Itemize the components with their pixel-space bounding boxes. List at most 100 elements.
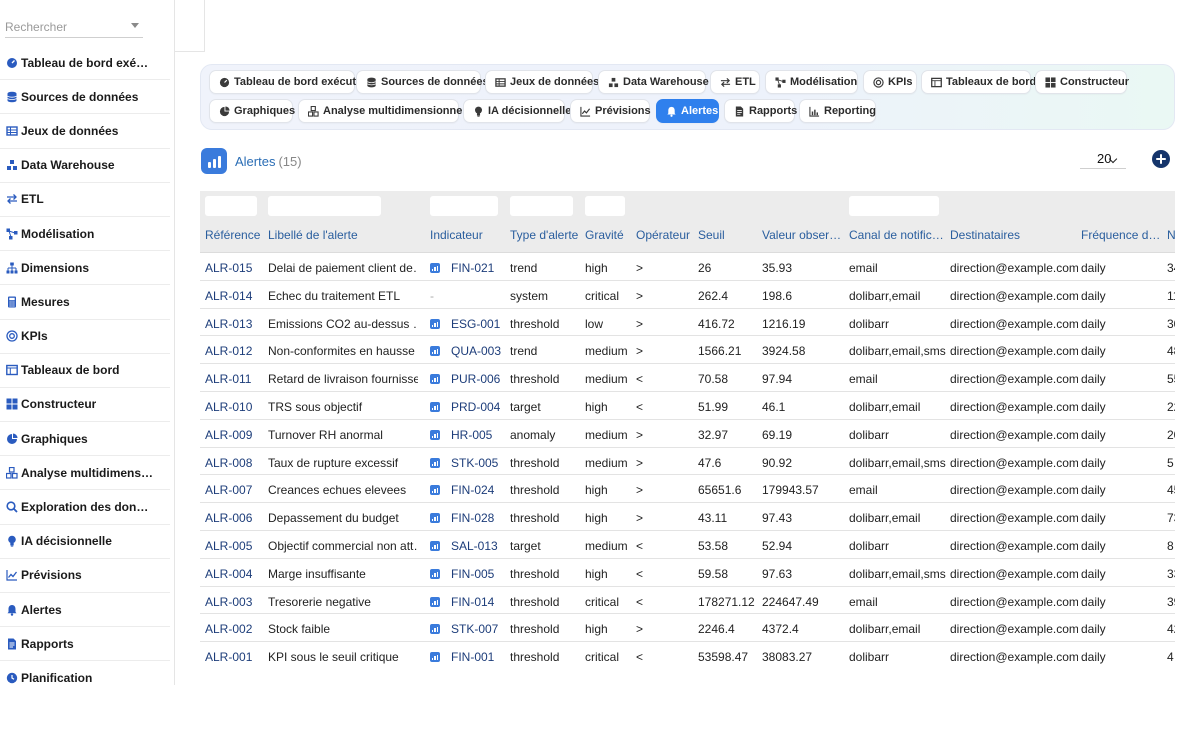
add-alert-button[interactable] [1152, 150, 1170, 168]
tab-bar-chart[interactable]: Reporting [799, 99, 876, 123]
table-row[interactable]: ALR-007 Creances echues elevees FIN-024 thr… [200, 475, 1175, 504]
column-filter-input[interactable] [585, 196, 625, 216]
sidebar-item-search[interactable]: Exploration des don… [0, 490, 170, 525]
alert-reference-link[interactable]: ALR-004 [205, 566, 253, 581]
tab-pie[interactable]: Graphiques [209, 99, 295, 123]
column-header[interactable]: Type d'alerte [510, 228, 579, 242]
table-row[interactable]: ALR-005 Objectif commercial non att… SAL-0… [200, 531, 1175, 559]
indicator-link[interactable]: SAL-013 [430, 539, 508, 553]
column-header[interactable]: Fréquence d… [1081, 228, 1161, 242]
column-header[interactable]: Opérateur [636, 228, 691, 242]
table-row[interactable]: ALR-011 Retard de livraison fournisseur PU… [200, 364, 1175, 392]
tab-database[interactable]: Sources de données [356, 70, 489, 94]
tab-line-chart[interactable]: Prévisions [570, 99, 651, 123]
table-row[interactable]: ALR-012 Non-conformites en hausse QUA-003 t… [200, 336, 1175, 365]
column-filter-input[interactable] [849, 196, 939, 216]
sidebar-item-report[interactable]: Rapports [0, 627, 170, 662]
indicator-link[interactable]: FIN-001 [430, 650, 508, 664]
alert-reference-link[interactable]: ALR-013 [205, 316, 253, 331]
sidebar-item-model[interactable]: Modélisation [0, 217, 170, 252]
alert-reference-link[interactable]: ALR-015 [205, 261, 253, 275]
page-size-select[interactable]: 20 [1080, 147, 1126, 169]
alert-reference-link[interactable]: ALR-010 [205, 400, 253, 414]
indicator-link[interactable]: QUA-003 [430, 344, 508, 358]
sidebar-item-arrows[interactable]: ETL [0, 183, 170, 217]
tab-report[interactable]: Rapports [724, 99, 797, 123]
table-row[interactable]: ALR-006 Depassement du budget FIN-028 thres… [200, 503, 1175, 531]
tab-gauge[interactable]: Tableau de bord exécutif [209, 70, 363, 94]
sidebar-item-cubes[interactable]: Analyse multidimens… [0, 456, 170, 491]
table-row[interactable]: ALR-008 Taux de rupture excessif STK-005 th… [200, 448, 1175, 476]
column-header[interactable]: Gravité [585, 228, 624, 242]
column-filter-input[interactable] [268, 196, 381, 216]
indicator-link[interactable]: HR-005 [430, 428, 508, 442]
tab-target[interactable]: KPIs [863, 70, 917, 94]
indicator-link[interactable]: FIN-014 [430, 595, 508, 609]
sidebar-item-grid[interactable]: Constructeur [0, 388, 170, 423]
alert-reference-link[interactable]: ALR-012 [205, 344, 253, 359]
sidebar-item-bulb[interactable]: IA décisionnelle [0, 525, 170, 559]
sidebar-item-clock[interactable]: Planification [0, 661, 170, 685]
sidebar-item-calculator[interactable]: Mesures [0, 285, 170, 320]
alert-reference-link[interactable]: ALR-001 [205, 650, 253, 665]
indicator-link[interactable]: PUR-006 [430, 372, 508, 386]
indicator-link[interactable]: STK-005 [430, 456, 508, 470]
sidebar-item-panel[interactable]: Tableaux de bord [0, 354, 170, 388]
column-header[interactable]: Seuil [698, 228, 725, 242]
table-row[interactable]: ALR-009 Turnover RH anormal HR-005 anomaly m… [200, 420, 1175, 448]
alert-reference-link[interactable]: ALR-006 [205, 511, 253, 526]
sidebar-item-table[interactable]: Jeux de données [0, 114, 170, 149]
table-row[interactable]: ALR-013 Emissions CO2 au-dessus … ESG-001 t… [200, 309, 1175, 337]
tab-panel[interactable]: Tableaux de bord [921, 70, 1036, 94]
alert-reference-link[interactable]: ALR-008 [205, 455, 253, 470]
tab-warehouse[interactable]: Data Warehouse [598, 70, 709, 94]
indicator-link[interactable]: FIN-024 [430, 483, 508, 497]
table-row[interactable]: ALR-015 Delai de paiement client de… FIN-0… [200, 253, 1175, 281]
column-filter-input[interactable] [510, 196, 573, 216]
column-header[interactable]: Canal de notific… [849, 228, 944, 242]
tab-table[interactable]: Jeux de données [485, 70, 599, 94]
table-row[interactable]: ALR-003 Tresorerie negative FIN-014 thresho… [200, 587, 1175, 615]
sidebar-item-warehouse[interactable]: Data Warehouse [0, 149, 170, 183]
column-header[interactable]: N [1167, 228, 1175, 242]
indicator-link[interactable]: FIN-028 [430, 511, 508, 525]
table-row[interactable]: ALR-014 Echec du traitement ETL - system cri… [200, 281, 1175, 309]
indicator-link[interactable]: ESG-001 [430, 317, 508, 331]
alert-reference-link[interactable]: ALR-014 [205, 288, 253, 303]
sidebar-item-bell[interactable]: Alertes [0, 593, 170, 628]
sidebar-item-database[interactable]: Sources de données [0, 80, 170, 115]
column-header[interactable]: Référence [205, 228, 261, 242]
table-row[interactable]: ALR-004 Marge insuffisante FIN-005 threshol… [200, 559, 1175, 587]
tab-bell[interactable]: Alertes [656, 99, 719, 123]
tab-model[interactable]: Modélisation [765, 70, 858, 94]
alert-reference-link[interactable]: ALR-011 [205, 372, 252, 387]
indicator-link[interactable]: FIN-021 [430, 261, 508, 275]
alert-reference-link[interactable]: ALR-007 [205, 483, 253, 498]
column-header[interactable]: Valeur obser… [762, 228, 842, 242]
tab-bulb[interactable]: IA décisionnelle [463, 99, 571, 123]
alert-reference-link[interactable]: ALR-003 [205, 594, 253, 609]
tab-arrows[interactable]: ETL [710, 70, 760, 94]
column-filter-input[interactable] [205, 196, 257, 216]
tab-cubes[interactable]: Analyse multidimensionnelle [298, 99, 475, 123]
sidebar-search-select[interactable]: Rechercher [5, 14, 143, 38]
table-row[interactable]: ALR-010 TRS sous objectif PRD-004 target hig… [200, 392, 1175, 420]
sidebar-item-gauge[interactable]: Tableau de bord exé… [0, 46, 170, 81]
sidebar-item-line-chart[interactable]: Prévisions [0, 559, 170, 593]
sidebar-item-pie[interactable]: Graphiques [0, 422, 170, 457]
alert-reference-link[interactable]: ALR-002 [205, 622, 253, 637]
indicator-link[interactable]: PRD-004 [430, 400, 508, 414]
alert-reference-link[interactable]: ALR-005 [205, 539, 253, 553]
alert-reference-link[interactable]: ALR-009 [205, 427, 253, 442]
column-header[interactable]: Indicateur [430, 228, 483, 242]
column-header[interactable]: Destinataires [950, 228, 1021, 242]
column-header[interactable]: Libellé de l'alerte [268, 228, 358, 242]
table-row[interactable]: ALR-002 Stock faible STK-007 threshold high >… [200, 614, 1175, 643]
column-filter-input[interactable] [430, 196, 498, 216]
sidebar-item-hierarchy[interactable]: Dimensions [0, 251, 170, 286]
sidebar-item-target[interactable]: KPIs [0, 320, 170, 354]
indicator-link[interactable]: STK-007 [430, 622, 508, 636]
tab-grid[interactable]: Constructeur [1035, 70, 1129, 94]
indicator-link[interactable]: FIN-005 [430, 567, 508, 581]
table-row[interactable]: ALR-001 KPI sous le seuil critique FIN-001… [200, 642, 1175, 669]
